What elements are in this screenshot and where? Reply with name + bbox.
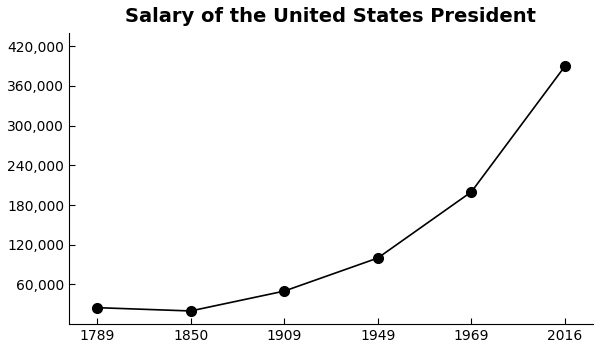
Title: Salary of the United States President: Salary of the United States President [125,7,536,26]
